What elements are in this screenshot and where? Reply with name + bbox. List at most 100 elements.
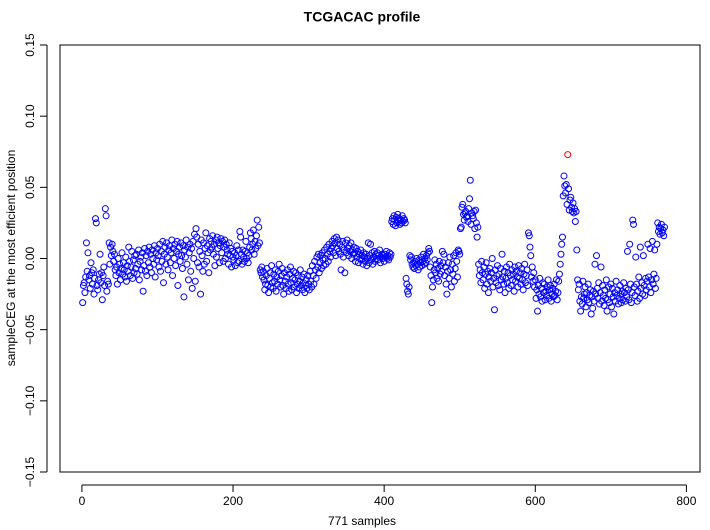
point xyxy=(315,269,323,277)
point xyxy=(244,259,252,267)
point xyxy=(660,232,668,240)
point xyxy=(626,240,634,248)
point xyxy=(553,296,561,304)
point xyxy=(304,272,312,280)
point xyxy=(178,264,186,272)
point xyxy=(525,232,533,240)
point xyxy=(612,277,620,285)
point xyxy=(473,233,481,241)
point xyxy=(182,236,190,244)
point xyxy=(113,280,121,288)
y-tick-label: 0.05 xyxy=(23,175,37,199)
point xyxy=(523,266,531,274)
point xyxy=(435,277,443,285)
point xyxy=(472,206,480,214)
point xyxy=(643,277,651,285)
point xyxy=(542,287,550,295)
point xyxy=(199,267,207,275)
point xyxy=(527,252,535,260)
point xyxy=(92,215,100,223)
point xyxy=(133,270,141,278)
point xyxy=(457,223,465,231)
point xyxy=(387,250,395,258)
point xyxy=(87,259,95,267)
point xyxy=(660,223,668,231)
point xyxy=(156,267,164,275)
point xyxy=(649,280,657,288)
point xyxy=(424,249,432,257)
point xyxy=(484,289,492,297)
point xyxy=(580,294,588,302)
point xyxy=(565,185,573,193)
point xyxy=(255,223,263,231)
point xyxy=(653,240,661,248)
point xyxy=(450,277,458,285)
point xyxy=(84,249,92,257)
point xyxy=(554,289,562,297)
point xyxy=(79,299,87,307)
point xyxy=(402,274,410,282)
point xyxy=(198,252,206,260)
point xyxy=(189,237,197,245)
point xyxy=(632,253,640,261)
point xyxy=(560,172,568,180)
point xyxy=(458,203,466,211)
point xyxy=(116,260,124,268)
point xyxy=(623,247,631,255)
point xyxy=(425,247,433,255)
point xyxy=(453,257,461,265)
point xyxy=(431,256,439,264)
point xyxy=(602,276,610,284)
y-tick-label: 0.00 xyxy=(23,246,37,270)
point xyxy=(539,279,547,287)
point xyxy=(237,233,245,241)
point xyxy=(255,239,263,247)
point xyxy=(544,276,552,284)
point xyxy=(300,270,308,278)
point xyxy=(469,212,477,220)
point xyxy=(104,280,112,288)
point xyxy=(510,287,518,295)
point xyxy=(147,269,155,277)
point xyxy=(651,284,659,292)
point xyxy=(472,219,480,227)
point xyxy=(557,250,565,258)
point xyxy=(174,282,182,290)
x-tick-label: 200 xyxy=(223,494,243,508)
point xyxy=(584,280,592,288)
chart-title: TCGACAC profile xyxy=(304,9,421,25)
point xyxy=(610,310,618,318)
point xyxy=(526,243,534,251)
point xyxy=(169,272,177,280)
x-tick-label: 600 xyxy=(525,494,545,508)
point xyxy=(92,219,100,227)
point xyxy=(96,250,104,258)
point xyxy=(482,259,490,267)
point xyxy=(481,284,489,292)
point xyxy=(159,237,167,245)
point xyxy=(533,286,541,294)
point xyxy=(101,205,109,213)
point xyxy=(195,263,203,271)
point xyxy=(102,212,110,220)
point xyxy=(572,208,580,216)
point xyxy=(142,252,150,260)
point xyxy=(500,280,508,288)
point xyxy=(555,277,563,285)
point xyxy=(302,276,310,284)
point xyxy=(312,274,320,282)
x-tick-label: 800 xyxy=(676,494,696,508)
point xyxy=(600,301,608,309)
point xyxy=(215,259,223,267)
point xyxy=(187,267,195,275)
point xyxy=(324,257,332,265)
point xyxy=(485,273,493,281)
point xyxy=(202,229,210,237)
point xyxy=(104,277,112,285)
point xyxy=(91,274,99,282)
point xyxy=(188,284,196,292)
point xyxy=(442,280,450,288)
point xyxy=(567,193,575,201)
point xyxy=(103,287,111,295)
